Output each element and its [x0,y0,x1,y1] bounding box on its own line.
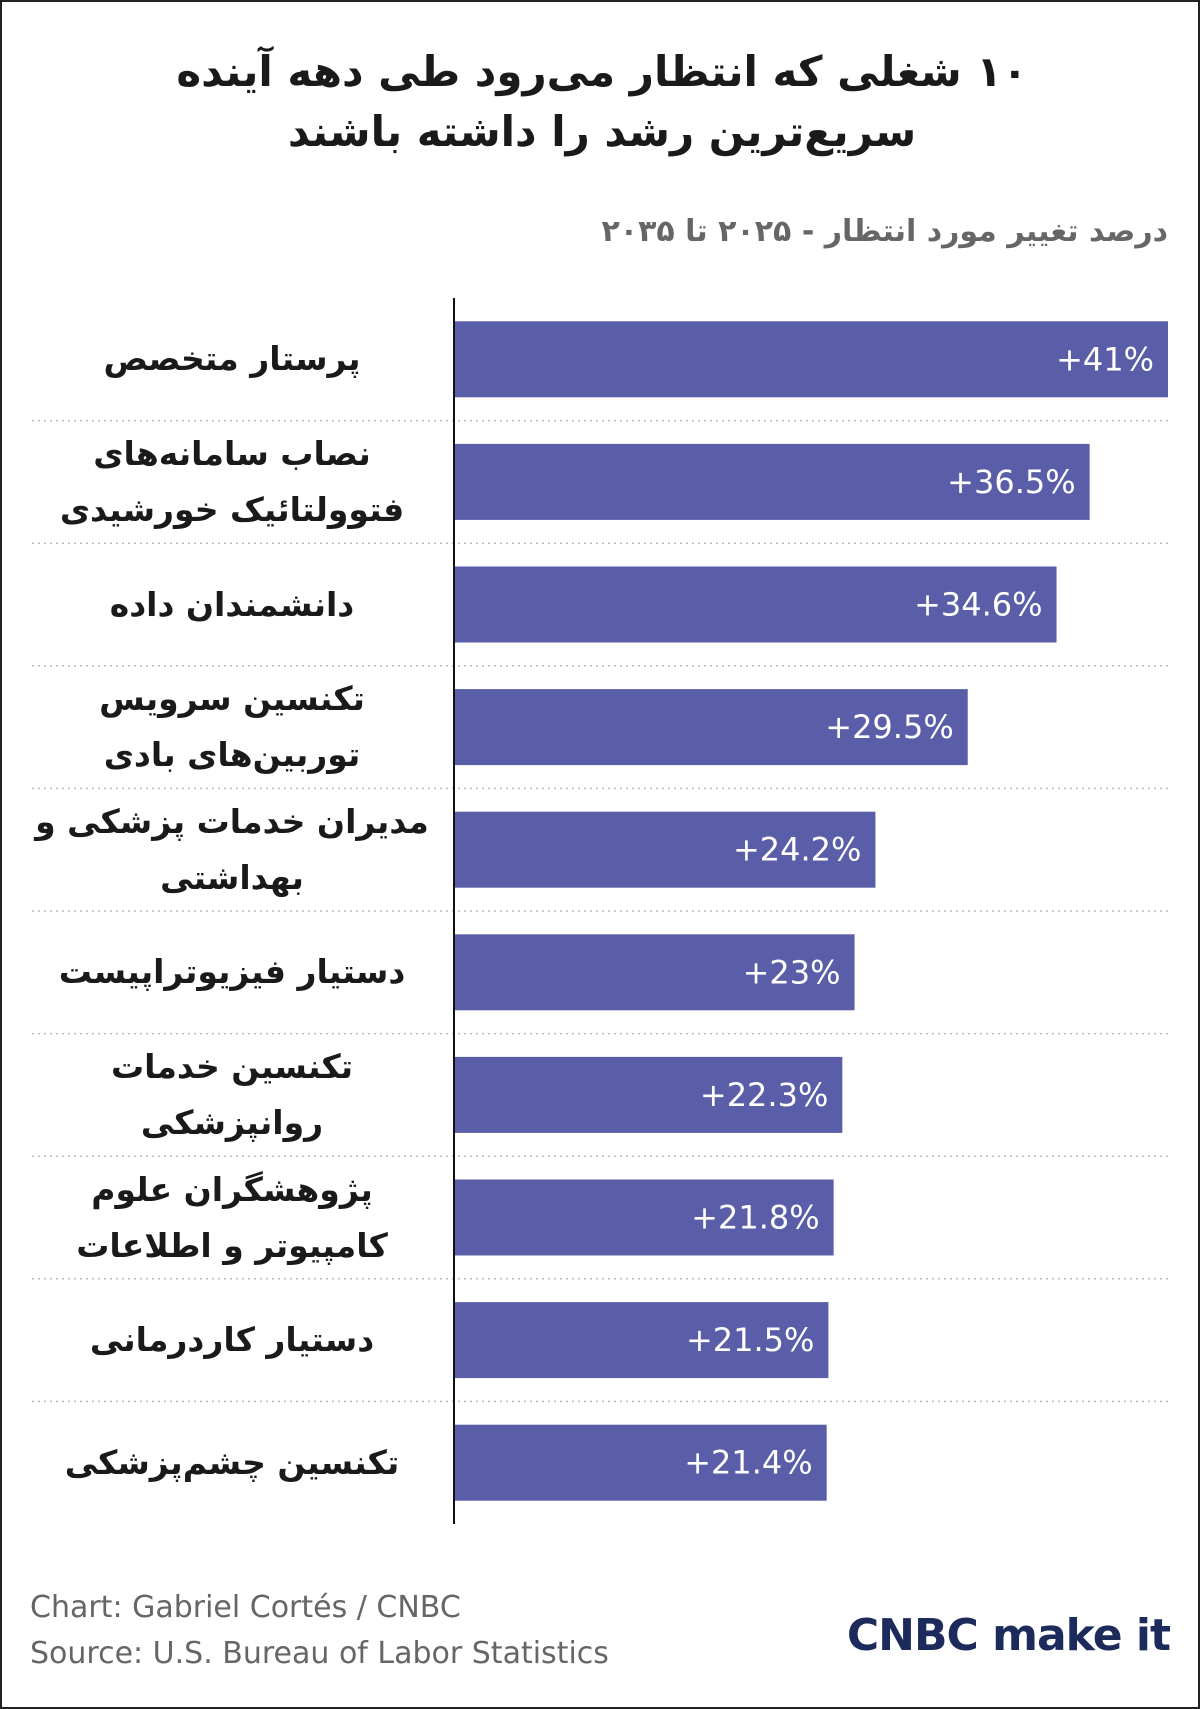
credit: Chart: Gabriel Cortés / CNBC [30,1590,461,1625]
bar [454,1424,827,1501]
value-label: +21.5% [686,1321,814,1359]
category-label: پرستار متخصص [103,339,361,379]
value-label: +34.6% [914,586,1042,624]
category-label: مدیران خدمات پزشکی و بهداشتی [35,801,429,897]
value-label: +21.4% [684,1444,812,1482]
bar [454,443,1090,520]
category-label: پژوهشگران علوم کامپیوتر و اطلاعات [76,1169,388,1265]
bar [454,321,1168,398]
bar [454,934,855,1011]
bar [454,1056,843,1133]
bar [454,1302,829,1379]
bar [454,689,968,766]
value-label: +24.2% [733,831,861,869]
bar [454,566,1057,643]
category-label: نصاب سامانه‌های فتوولتائیک خورشیدی [59,433,405,529]
bar [454,1179,834,1256]
category-label: تکنسین چشم‌پزشکی [64,1442,400,1482]
source: Source: U.S. Bureau of Labor Statistics [30,1636,609,1671]
category-label: تکنسین خدمات روانپزشکی [110,1046,354,1142]
bar [454,811,876,888]
category-label: تکنسین سرویس توربین‌های بادی [99,679,365,775]
logo: CNBC make it [846,1610,1171,1661]
value-label: +23% [743,953,841,991]
category-label: دستیار کاردرمانی [89,1320,375,1360]
value-label: +36.5% [947,463,1075,501]
value-label: +41% [1056,340,1154,378]
category-label: دستیار فیزیوتراپیست [58,952,406,992]
chart-title: ۱۰ شغلی که انتظار می‌رود طی دهه آینده سر… [176,47,1028,156]
category-label: دانشمندان داده [109,584,355,624]
value-label: +21.8% [691,1199,819,1237]
value-label: +22.3% [700,1076,828,1114]
chart-subtitle: درصد تغییر مورد انتظار - ۲۰۲۵ تا ۲۰۳۵ [601,214,1168,249]
value-label: +29.5% [825,708,953,746]
